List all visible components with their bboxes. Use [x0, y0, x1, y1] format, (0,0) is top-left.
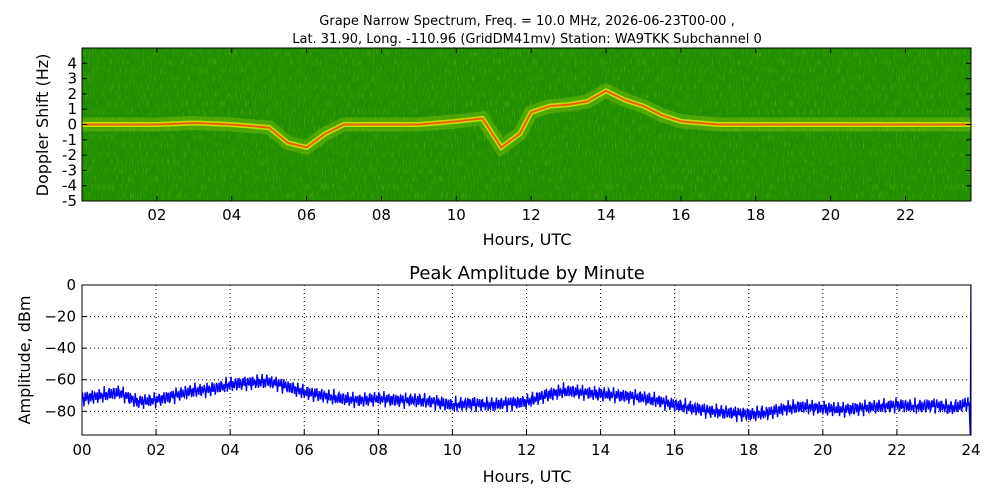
spectrogram-y-tick-label: 1 [67, 100, 77, 118]
spectrogram-x-tick-label: 16 [671, 206, 690, 224]
spectrogram-y-tick-label: -5 [62, 192, 77, 210]
amplitude-x-tick-label: 20 [813, 441, 832, 459]
amplitude-x-tick-label: 12 [517, 441, 536, 459]
amplitude-x-tick-label: 22 [887, 441, 906, 459]
amplitude-x-tick-label: 16 [665, 441, 684, 459]
spectrogram-y-tick-label: -1 [62, 131, 77, 149]
spectrogram-x-tick-label: 18 [746, 206, 765, 224]
spectrogram-y-tick-label: -3 [62, 161, 77, 179]
spectrogram-y-tick-label: 2 [67, 85, 77, 103]
spectrogram-y-tick-label: 0 [67, 116, 77, 134]
spectrogram-x-axis-label: Hours, UTC [483, 230, 572, 249]
amplitude-x-axis-label: Hours, UTC [483, 467, 572, 486]
amplitude-chart-title: Peak Amplitude by Minute [409, 263, 645, 284]
amplitude-y-tick-label: −20 [44, 308, 76, 326]
amplitude-y-ticks: 0 −20 −40 −60 −80 [44, 276, 87, 420]
figure-title-line2: Lat. 31.90, Long. -110.96 (GridDM41mv) S… [292, 32, 762, 47]
amplitude-x-tick-label: 08 [369, 441, 388, 459]
amplitude-x-tick-label: 06 [295, 441, 314, 459]
spectrogram-x-tick-label: 14 [596, 206, 615, 224]
figure-title-line1: Grape Narrow Spectrum, Freq. = 10.0 MHz,… [319, 14, 734, 29]
amplitude-x-tick-label: 18 [739, 441, 758, 459]
spectrogram-x-tick-label: 20 [821, 206, 840, 224]
amplitude-x-ticks: 00 02 04 06 08 10 12 14 16 18 20 22 24 [72, 430, 981, 459]
spectrogram-y-axis-label: Doppler Shift (Hz) [33, 54, 52, 197]
spectrogram-x-tick-label: 10 [447, 206, 466, 224]
amplitude-x-tick-label: 10 [443, 441, 462, 459]
amplitude-x-tick-label: 14 [591, 441, 610, 459]
spectrogram-x-tick-label: 04 [222, 206, 241, 224]
spectrogram-y-tick-label: 3 [67, 70, 77, 88]
spectrogram-y-tick-label: -2 [62, 146, 77, 164]
amplitude-y-tick-label: 0 [66, 276, 76, 294]
spectrogram-x-tick-label: 08 [372, 206, 391, 224]
amplitude-series-line [82, 285, 971, 435]
amplitude-y-tick-label: −60 [44, 371, 76, 389]
amplitude-panel: Peak Amplitude by Minute 00 02 04 06 08 10 12 1… [15, 263, 981, 486]
spectrogram-x-ticks: 02 04 06 08 10 12 14 16 18 20 22 [147, 48, 915, 224]
amplitude-x-tick-label: 02 [147, 441, 166, 459]
amplitude-x-tick-label: 00 [72, 441, 91, 459]
amplitude-x-tick-label: 04 [221, 441, 240, 459]
spectrogram-y-tick-label: 4 [67, 54, 77, 72]
doppler-trace [82, 89, 971, 149]
amplitude-y-tick-label: −80 [44, 402, 76, 420]
spectrogram-x-tick-label: 12 [522, 206, 541, 224]
spectrogram-x-tick-label: 06 [297, 206, 316, 224]
amplitude-y-axis-label: Amplitude, dBm [15, 296, 34, 425]
amplitude-y-tick-label: −40 [44, 339, 76, 357]
spectrogram-x-tick-label: 02 [147, 206, 166, 224]
amplitude-x-tick-label: 24 [961, 441, 980, 459]
spectrogram-y-tick-label: -4 [62, 177, 77, 195]
spectrogram-x-tick-label: 22 [896, 206, 915, 224]
